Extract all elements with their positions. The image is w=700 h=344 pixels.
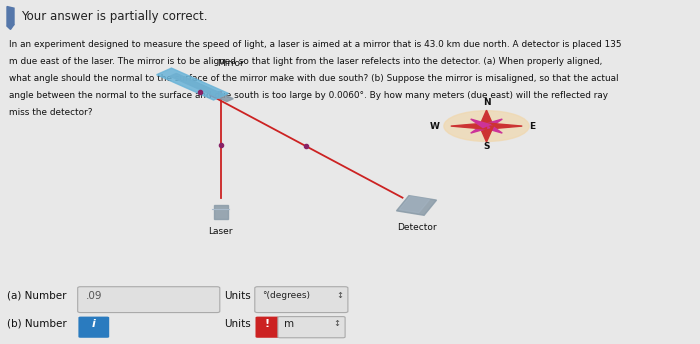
Polygon shape bbox=[451, 123, 486, 129]
Polygon shape bbox=[480, 126, 494, 142]
Polygon shape bbox=[483, 119, 503, 128]
Text: W: W bbox=[430, 121, 440, 131]
Text: E: E bbox=[529, 121, 536, 131]
Polygon shape bbox=[7, 7, 14, 26]
Text: (b) Number: (b) Number bbox=[7, 319, 66, 329]
Text: Units: Units bbox=[224, 291, 251, 301]
Polygon shape bbox=[214, 205, 228, 219]
Text: m due east of the laser. The mirror is to be aligned so that light from the lase: m due east of the laser. The mirror is t… bbox=[9, 57, 603, 66]
Text: Mirror: Mirror bbox=[217, 60, 244, 68]
Text: angle between the normal to the surface and due south is too large by 0.0060°. B: angle between the normal to the surface … bbox=[9, 91, 608, 100]
Polygon shape bbox=[399, 196, 430, 213]
Text: °(degrees): °(degrees) bbox=[262, 291, 310, 300]
Text: Detector: Detector bbox=[397, 223, 436, 232]
Polygon shape bbox=[470, 119, 490, 128]
Polygon shape bbox=[480, 110, 494, 126]
FancyBboxPatch shape bbox=[78, 316, 109, 338]
Text: N: N bbox=[483, 98, 490, 107]
Text: Laser: Laser bbox=[209, 227, 232, 236]
Polygon shape bbox=[483, 125, 503, 133]
Text: .09: .09 bbox=[85, 291, 102, 301]
Polygon shape bbox=[486, 123, 522, 129]
Ellipse shape bbox=[444, 111, 529, 141]
Text: ↕: ↕ bbox=[333, 319, 340, 328]
Text: Units: Units bbox=[224, 319, 251, 329]
FancyBboxPatch shape bbox=[256, 316, 279, 338]
FancyBboxPatch shape bbox=[78, 287, 220, 313]
Text: what angle should the normal to the surface of the mirror make with due south? (: what angle should the normal to the surf… bbox=[9, 74, 619, 83]
Polygon shape bbox=[157, 68, 228, 100]
Text: S: S bbox=[483, 142, 490, 151]
Text: In an experiment designed to measure the speed of light, a laser is aimed at a m: In an experiment designed to measure the… bbox=[9, 41, 622, 50]
Polygon shape bbox=[396, 196, 437, 215]
Text: Your answer is partially correct.: Your answer is partially correct. bbox=[21, 10, 207, 23]
Text: !: ! bbox=[265, 319, 270, 329]
Text: ↕: ↕ bbox=[337, 291, 344, 300]
Text: m: m bbox=[284, 319, 294, 329]
Polygon shape bbox=[470, 125, 490, 133]
Polygon shape bbox=[170, 73, 233, 101]
FancyBboxPatch shape bbox=[255, 287, 348, 313]
Text: (a) Number: (a) Number bbox=[7, 291, 66, 301]
Polygon shape bbox=[7, 24, 14, 30]
Text: i: i bbox=[92, 319, 96, 329]
Text: miss the detector?: miss the detector? bbox=[9, 108, 92, 117]
FancyBboxPatch shape bbox=[278, 316, 345, 338]
